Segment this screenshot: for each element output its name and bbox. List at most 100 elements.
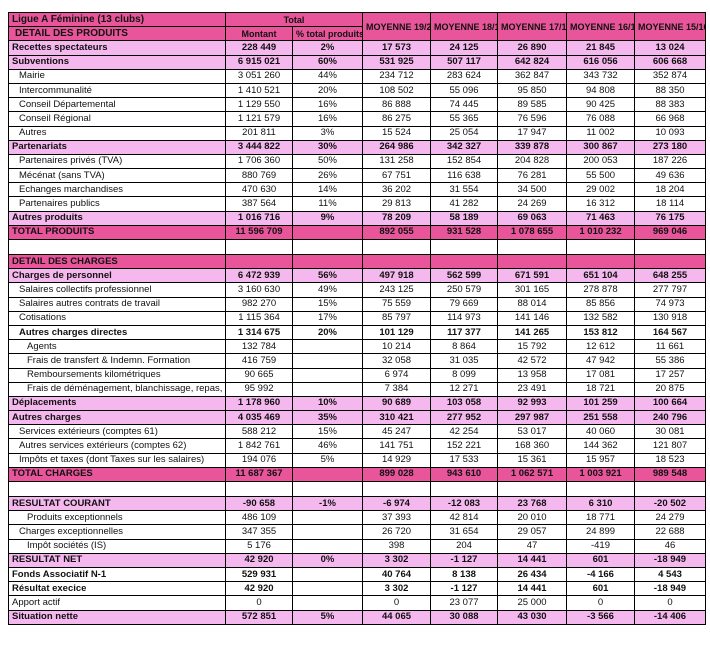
pct-cell — [292, 510, 363, 526]
montant-cell: 1 016 716 — [225, 210, 293, 226]
pct-cell: 49% — [292, 282, 363, 298]
table-row: Autres charges directes 1 314 675 20% 101 1… — [8, 324, 706, 341]
year-value-cell: -3 566 — [566, 609, 635, 625]
row-label: Fonds Associatif N-1 — [8, 566, 226, 583]
year-value-cell: 17 947 — [497, 125, 567, 141]
section-title: DETAIL DES PRODUITS — [8, 26, 226, 42]
year-value-cell: 117 377 — [430, 324, 498, 341]
year-value-cell: 642 824 — [497, 54, 567, 70]
table-row: Autres 201 811 3% 15 524 25 054 17 947 11 002 1… — [8, 125, 706, 141]
year-value-cell: 71 463 — [566, 210, 635, 226]
row-label: RESULTAT NET — [8, 552, 226, 568]
pct-header: % total produits — [292, 26, 363, 42]
row-label: Intercommunalité — [8, 82, 226, 99]
row-label: DETAIL DES CHARGES — [8, 253, 226, 270]
year-value-cell: 531 925 — [362, 54, 431, 70]
pct-cell: 5% — [292, 452, 363, 468]
year-value-cell: 168 360 — [497, 438, 567, 454]
year-value-cell: 29 057 — [497, 524, 567, 540]
montant-cell: 1 115 364 — [225, 310, 293, 326]
pct-cell: 20% — [292, 324, 363, 341]
year-value-cell: 8 864 — [430, 339, 498, 355]
row-label: TOTAL CHARGES — [8, 466, 226, 483]
table-row: Déplacements 1 178 960 10% 90 689 103 058 92 … — [8, 395, 706, 412]
year-value-cell: 30 081 — [634, 424, 706, 440]
year-value-cell: 17 257 — [634, 367, 706, 383]
header-row-1: Ligue A Féminine (13 clubs) Total MOYENN… — [8, 11, 706, 42]
montant-cell: 347 355 — [225, 524, 293, 540]
table-row: RESULTAT NET 42 920 0% 3 302 -1 127 14 441 601… — [8, 552, 706, 568]
montant-cell: 1 178 960 — [225, 395, 293, 412]
year-value-cell: -18 949 — [634, 581, 706, 597]
pct-cell — [292, 224, 363, 241]
row-label: Frais de déménagement, blanchissage, rep… — [8, 381, 226, 397]
year-value-cell: 297 987 — [497, 410, 567, 426]
montant-cell: 42 920 — [225, 552, 293, 568]
year-value-cell: 562 599 — [430, 268, 498, 284]
row-label: Autres charges — [8, 410, 226, 426]
montant-cell — [225, 481, 293, 497]
table-row — [8, 239, 706, 255]
pct-cell: 17% — [292, 310, 363, 326]
year-value-cell: 24 279 — [634, 510, 706, 526]
year-value-cell: 22 688 — [634, 524, 706, 540]
year-value-cell: 240 796 — [634, 410, 706, 426]
year-value-cell: 989 548 — [634, 466, 706, 483]
year-value-cell: 12 612 — [566, 339, 635, 355]
year-value-cell: 892 055 — [362, 224, 431, 241]
pct-cell — [292, 381, 363, 397]
year-value-cell: 15 524 — [362, 125, 431, 141]
table-row: Intercommunalité 1 410 521 20% 108 502 55 09… — [8, 82, 706, 99]
row-label: Partenaires publics — [8, 196, 226, 212]
pct-cell: 10% — [292, 395, 363, 412]
year-value-cell: 30 088 — [430, 609, 498, 625]
table-row: Produits exceptionnels 486 109 37 393 42 81… — [8, 510, 706, 526]
year-value-cell: 55 386 — [634, 353, 706, 369]
montant-cell: 3 444 822 — [225, 139, 293, 155]
year-value-cell: 29 002 — [566, 182, 635, 198]
year-value-cell: 24 899 — [566, 524, 635, 540]
year-value-cell: 152 221 — [430, 438, 498, 454]
montant-cell: 1 129 550 — [225, 97, 293, 113]
row-label: Partenaires privés (TVA) — [8, 153, 226, 170]
year-value-cell: 931 528 — [430, 224, 498, 241]
montant-cell: 529 931 — [225, 566, 293, 583]
year-value-cell: 18 721 — [566, 381, 635, 397]
year-value-cell — [497, 481, 567, 497]
montant-cell: 11 596 709 — [225, 224, 293, 241]
year-value-cell: 41 282 — [430, 196, 498, 212]
year-value-cell: 277 952 — [430, 410, 498, 426]
year-value-cell: 18 771 — [566, 510, 635, 526]
pct-cell: 14% — [292, 182, 363, 198]
year-value-cell: 6 974 — [362, 367, 431, 383]
table-row: Charges exceptionnelles 347 355 26 720 31 6… — [8, 524, 706, 540]
pct-cell — [292, 466, 363, 483]
year-value-cell: 74 973 — [634, 296, 706, 312]
year-value-cell: 204 — [430, 538, 498, 554]
year-value-cell: 250 579 — [430, 282, 498, 298]
row-label: Situation nette — [8, 609, 226, 625]
year-value-cell: 34 500 — [497, 182, 567, 198]
year-value-cell: 8 099 — [430, 367, 498, 383]
year-value-cell: 88 014 — [497, 296, 567, 312]
montant-cell — [225, 239, 293, 255]
table-row: Impôts et taxes (dont Taxes sur les sala… — [8, 452, 706, 468]
year-value-cell: 283 624 — [430, 68, 498, 84]
year-value-cell: 10 093 — [634, 125, 706, 141]
montant-cell: 5 176 — [225, 538, 293, 554]
year-value-cell — [634, 253, 706, 270]
table-row: TOTAL PRODUITS 11 596 709 892 055 931 528 1 … — [8, 224, 706, 241]
year-value-cell: 86 275 — [362, 111, 431, 127]
year-value-cell: 200 053 — [566, 153, 635, 170]
year-value-cell: 12 271 — [430, 381, 498, 397]
year-value-cell: 76 281 — [497, 168, 567, 184]
year-value-cell: 1 003 921 — [566, 466, 635, 483]
row-label: Services extérieurs (comptes 61) — [8, 424, 226, 440]
table-title: Ligue A Féminine (13 clubs) — [8, 11, 226, 28]
year-header: MOYENNE 17/18 — [497, 11, 567, 42]
year-value-cell — [634, 239, 706, 255]
table-row: Services extérieurs (comptes 61) 588 212 1… — [8, 424, 706, 440]
year-value-cell: 16 312 — [566, 196, 635, 212]
year-value-cell: -12 083 — [430, 495, 498, 512]
year-value-cell: 0 — [566, 595, 635, 611]
